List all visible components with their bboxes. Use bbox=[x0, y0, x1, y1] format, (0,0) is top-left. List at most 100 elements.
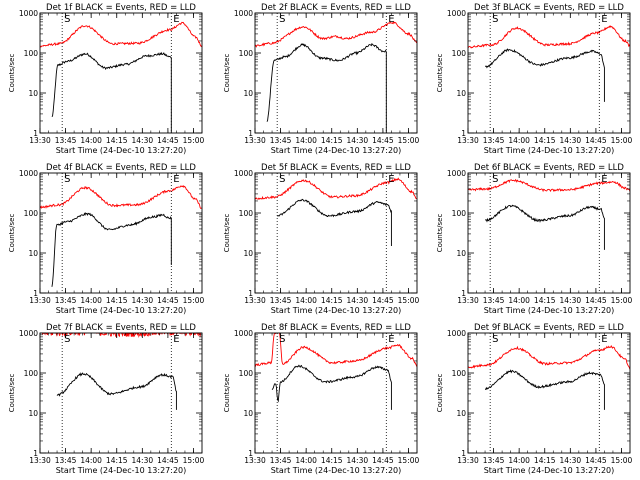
x-tick-label: 13:45 bbox=[270, 136, 292, 145]
marker-label-e: E bbox=[173, 334, 179, 345]
y-tick-label: 1 bbox=[33, 129, 38, 138]
x-tick-label: 13:30 bbox=[29, 296, 51, 305]
marker-label-e: E bbox=[388, 14, 394, 25]
x-tick-label: 15:00 bbox=[611, 296, 633, 305]
x-tick-label: 13:45 bbox=[55, 136, 77, 145]
y-tick-label: 10 bbox=[243, 89, 253, 98]
lld-series-line bbox=[255, 177, 417, 200]
x-tick-label: 15:00 bbox=[183, 136, 205, 145]
x-axis-label: Start Time (24-Dec-10 13:27:20) bbox=[56, 466, 187, 475]
x-tick-label: 14:45 bbox=[372, 136, 394, 145]
x-tick-label: 14:45 bbox=[157, 136, 179, 145]
marker-label-s: S bbox=[279, 334, 285, 345]
x-axis-label: Start Time (24-Dec-10 13:27:20) bbox=[484, 146, 615, 155]
y-tick-label: 10 bbox=[28, 409, 38, 418]
y-tick-label: 100 bbox=[452, 209, 467, 218]
y-tick-label: 1000 bbox=[234, 169, 253, 178]
x-tick-label: 13:30 bbox=[29, 456, 51, 465]
x-tick-label: 14:30 bbox=[560, 456, 582, 465]
plot-frame bbox=[467, 172, 631, 294]
y-axis-label: Counts/sec bbox=[436, 374, 444, 413]
x-tick-label: 14:00 bbox=[295, 456, 317, 465]
panel-title: Det 6f BLACK = Events, RED = LLD bbox=[474, 163, 624, 173]
x-tick-label: 14:00 bbox=[295, 136, 317, 145]
marker-label-s: S bbox=[492, 14, 498, 25]
x-tick-label: 14:30 bbox=[347, 296, 369, 305]
x-tick-label: 14:15 bbox=[534, 136, 556, 145]
marker-label-e: E bbox=[173, 174, 179, 185]
x-tick-label: 14:00 bbox=[80, 456, 102, 465]
x-tick-label: 14:15 bbox=[534, 296, 556, 305]
x-tick-label: 15:00 bbox=[398, 456, 420, 465]
series-group bbox=[40, 185, 202, 287]
plot-frame bbox=[39, 12, 203, 134]
y-tick-label: 10 bbox=[28, 249, 38, 258]
x-tick-label: 14:45 bbox=[585, 296, 607, 305]
events-series-line bbox=[277, 198, 392, 246]
series-group bbox=[255, 20, 417, 133]
lld-series-line bbox=[468, 25, 630, 49]
marker-label-e: E bbox=[388, 334, 394, 345]
y-tick-label: 1 bbox=[248, 289, 253, 298]
panel-title: Det 9f BLACK = Events, RED = LLD bbox=[474, 323, 624, 333]
x-tick-label: 13:45 bbox=[483, 456, 505, 465]
y-tick-label: 1 bbox=[461, 289, 466, 298]
marker-label-s: S bbox=[492, 174, 498, 185]
x-tick-label: 14:15 bbox=[321, 456, 343, 465]
y-tick-label: 1000 bbox=[447, 9, 466, 18]
x-tick-label: 14:30 bbox=[560, 296, 582, 305]
x-tick-label: 14:15 bbox=[534, 456, 556, 465]
x-tick-label: 15:00 bbox=[611, 456, 633, 465]
events-series-line bbox=[51, 212, 172, 287]
y-axis-label: Counts/sec bbox=[223, 214, 231, 253]
lld-series-line bbox=[468, 345, 630, 370]
x-tick-label: 13:45 bbox=[55, 296, 77, 305]
x-tick-label: 14:15 bbox=[106, 296, 128, 305]
x-tick-label: 14:00 bbox=[295, 296, 317, 305]
x-tick-label: 15:00 bbox=[183, 456, 205, 465]
x-tick-label: 15:00 bbox=[611, 136, 633, 145]
marker-label-e: E bbox=[601, 14, 607, 25]
x-axis-label: Start Time (24-Dec-10 13:27:20) bbox=[271, 466, 402, 475]
lld-series-line bbox=[41, 333, 202, 338]
y-tick-label: 100 bbox=[24, 209, 39, 218]
events-series-line bbox=[485, 204, 605, 250]
y-tick-label: 1000 bbox=[234, 9, 253, 18]
x-tick-label: 13:45 bbox=[270, 296, 292, 305]
y-tick-label: 1000 bbox=[19, 329, 38, 338]
series-group bbox=[40, 21, 202, 133]
series-group bbox=[468, 345, 630, 410]
x-tick-label: 13:30 bbox=[244, 136, 266, 145]
y-tick-label: 10 bbox=[456, 89, 466, 98]
x-tick-label: 14:30 bbox=[347, 136, 369, 145]
x-tick-label: 14:00 bbox=[80, 136, 102, 145]
y-tick-label: 10 bbox=[243, 249, 253, 258]
x-tick-label: 14:15 bbox=[321, 136, 343, 145]
x-axis-label: Start Time (24-Dec-10 13:27:20) bbox=[271, 146, 402, 155]
x-tick-label: 14:30 bbox=[132, 136, 154, 145]
series-group bbox=[41, 333, 202, 410]
y-tick-label: 10 bbox=[243, 409, 253, 418]
plot-frame bbox=[39, 172, 203, 294]
x-tick-label: 14:00 bbox=[508, 456, 530, 465]
x-tick-label: 13:45 bbox=[483, 136, 505, 145]
events-series-line bbox=[271, 364, 392, 410]
x-axis-label: Start Time (24-Dec-10 13:27:20) bbox=[484, 306, 615, 315]
x-axis-label: Start Time (24-Dec-10 13:27:20) bbox=[271, 306, 402, 315]
x-tick-label: 13:30 bbox=[457, 296, 479, 305]
plot-frame bbox=[254, 332, 418, 454]
plot-frame bbox=[254, 172, 418, 294]
y-tick-label: 1 bbox=[461, 449, 466, 458]
y-tick-label: 100 bbox=[24, 49, 39, 58]
x-tick-label: 14:00 bbox=[508, 296, 530, 305]
y-tick-label: 100 bbox=[239, 49, 254, 58]
events-series-line bbox=[484, 48, 605, 102]
